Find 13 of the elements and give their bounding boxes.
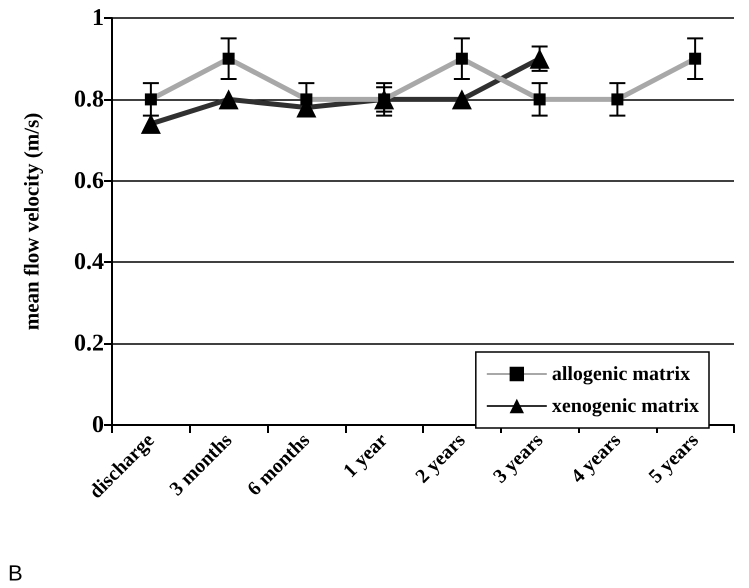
y-tick-label: 0 <box>92 412 104 438</box>
point <box>218 89 239 110</box>
y-tick-label: 0.2 <box>74 330 104 357</box>
y-tick-label: 0.4 <box>74 249 104 276</box>
legend-label: xenogenic matrix <box>552 395 699 417</box>
y-axis-title: mean flow velocity (m/s) <box>20 112 44 330</box>
point <box>452 89 472 110</box>
y-tick-label: 0.8 <box>74 86 104 112</box>
point <box>530 48 550 69</box>
text: B <box>8 560 23 586</box>
legend-label: allogenic matrix <box>552 363 690 385</box>
y-tick-label: 0.6 <box>74 168 104 194</box>
y-tick-label: 1 <box>92 5 104 31</box>
